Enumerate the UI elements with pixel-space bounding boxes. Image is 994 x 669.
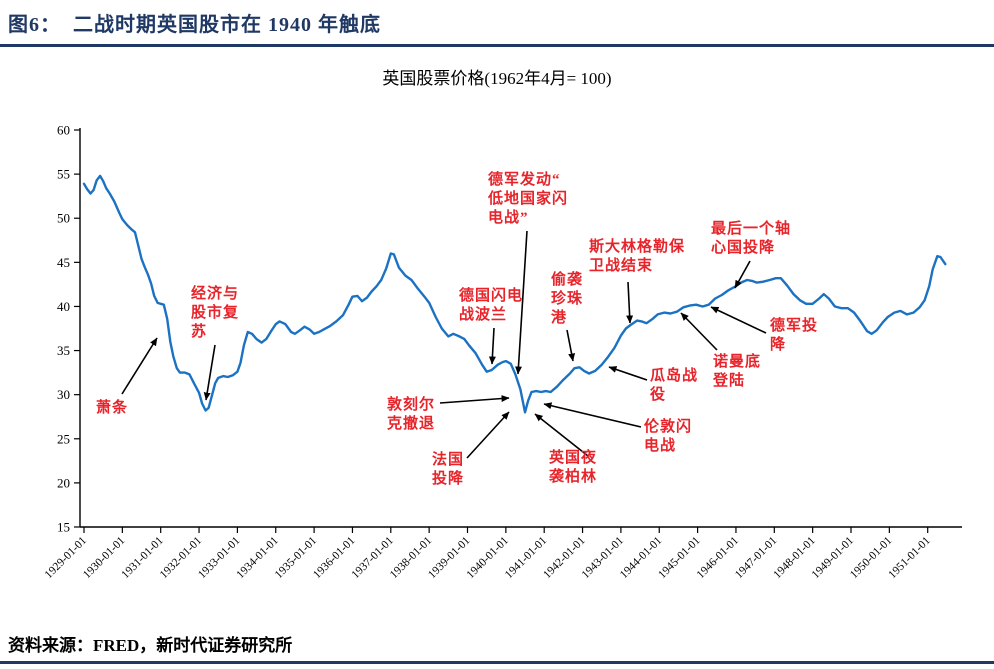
annotation-arrow bbox=[203, 344, 216, 401]
y-tick-label: 45 bbox=[57, 255, 70, 270]
y-tick-label: 25 bbox=[57, 431, 70, 446]
annotation-text: 登陆 bbox=[712, 371, 745, 389]
annotation-text: 德国闪电 bbox=[459, 286, 523, 304]
y-tick-label: 35 bbox=[57, 343, 70, 358]
annotation-arrow bbox=[543, 402, 642, 428]
annotation-depression: 萧条 bbox=[96, 337, 158, 416]
annotation-text: 克撤退 bbox=[387, 414, 435, 432]
annotation-text: 降 bbox=[770, 335, 786, 353]
annotation-text: 敦刻尔 bbox=[387, 395, 435, 413]
annotation-text: 斯大林格勒保 bbox=[589, 237, 685, 255]
annotation-text: 经济与 bbox=[191, 284, 239, 302]
annotation-text: 偷袭 bbox=[551, 270, 583, 288]
annotation-text: 役 bbox=[650, 385, 666, 403]
price-line bbox=[82, 174, 947, 414]
annotation-text: 电战 bbox=[644, 436, 676, 454]
y-tick-label: 20 bbox=[57, 475, 70, 490]
annotation-text: 珍珠 bbox=[551, 289, 583, 307]
annotation-text: 袭柏林 bbox=[548, 467, 597, 485]
annotation-text: 诺曼底 bbox=[713, 352, 761, 370]
annotation-text: 英国夜 bbox=[549, 448, 597, 466]
annotation-text: 瓜岛战 bbox=[650, 366, 698, 384]
annotation-arrow bbox=[439, 395, 510, 404]
annotation-text: 萧条 bbox=[96, 398, 128, 416]
footer-divider bbox=[0, 661, 994, 664]
y-tick-label: 15 bbox=[57, 520, 70, 535]
annotation-text: 港 bbox=[551, 308, 567, 326]
annotation-arrow bbox=[488, 327, 496, 365]
y-tick-label: 55 bbox=[57, 167, 70, 182]
annotation-arrow bbox=[566, 329, 576, 362]
y-tick-label: 40 bbox=[57, 299, 70, 314]
annotation-arrow bbox=[466, 411, 510, 459]
annotation-text: 伦敦闪 bbox=[644, 417, 692, 435]
annotation-text: 低地国家闪 bbox=[487, 189, 568, 207]
annotation-text: 德军发动“ bbox=[488, 170, 561, 188]
title-divider bbox=[0, 44, 994, 47]
annotation-text: 最后一个轴 bbox=[711, 219, 791, 237]
y-tick-label: 30 bbox=[57, 387, 70, 402]
chart-title: 英国股票价格(1962年4月= 100) bbox=[382, 69, 612, 88]
annotation-arrow bbox=[514, 230, 528, 375]
annotation-text: 苏 bbox=[191, 322, 207, 340]
annotation-arrow bbox=[626, 281, 634, 324]
annotation-text: 股市复 bbox=[191, 303, 239, 321]
annotation-text: 战波兰 bbox=[459, 305, 507, 323]
annotation-arrow bbox=[710, 306, 767, 334]
x-tick-label: 1951-01-01 bbox=[886, 534, 933, 581]
annotation-arrow bbox=[680, 312, 718, 351]
annotation-text: 电战” bbox=[488, 208, 529, 226]
source-note: 资料来源：FRED，新时代证券研究所 bbox=[8, 636, 293, 655]
annotation-text: 法国 bbox=[432, 450, 464, 468]
y-tick-label: 50 bbox=[57, 211, 70, 226]
annotation-text: 卫战结束 bbox=[589, 256, 653, 274]
annotation-text: 德军投 bbox=[770, 316, 818, 334]
annotation-arrow bbox=[734, 260, 751, 289]
annotation-text: 心国投降 bbox=[711, 238, 775, 256]
annotation-arrow bbox=[121, 337, 158, 395]
y-tick-label: 60 bbox=[57, 123, 70, 138]
annotation-arrow bbox=[534, 413, 589, 457]
annotation-text: 投降 bbox=[432, 469, 464, 487]
figure-title: 图6： 二战时期英国股市在 1940 年触底 bbox=[8, 14, 381, 36]
annotation-arrow bbox=[608, 366, 648, 381]
